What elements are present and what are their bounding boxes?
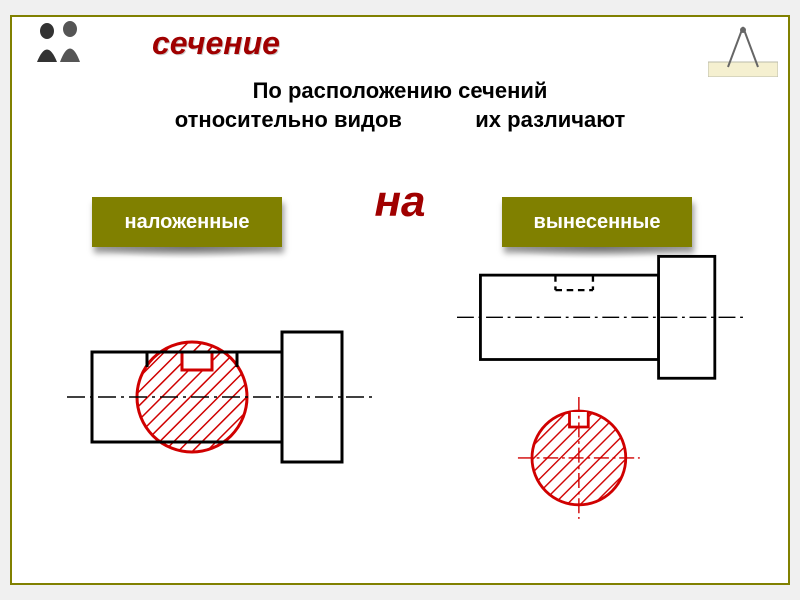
diagram-superimposed <box>62 262 392 562</box>
label-superimposed: наложенные <box>92 197 282 247</box>
people-icon <box>22 17 102 67</box>
diagram-removed <box>442 247 772 547</box>
subtitle-line3: их различают <box>475 107 625 132</box>
subtitle-line1: По расположению сечений <box>253 78 548 103</box>
subtitle-line2: относительно видов <box>175 107 402 132</box>
subtitle: По расположению сечений относительно вид… <box>12 77 788 134</box>
compass-icon <box>708 22 778 77</box>
label-removed: вынесенные <box>502 197 692 247</box>
slide-frame: сечение По расположению сечений относите… <box>10 15 790 585</box>
slide-title: сечение <box>152 25 280 62</box>
